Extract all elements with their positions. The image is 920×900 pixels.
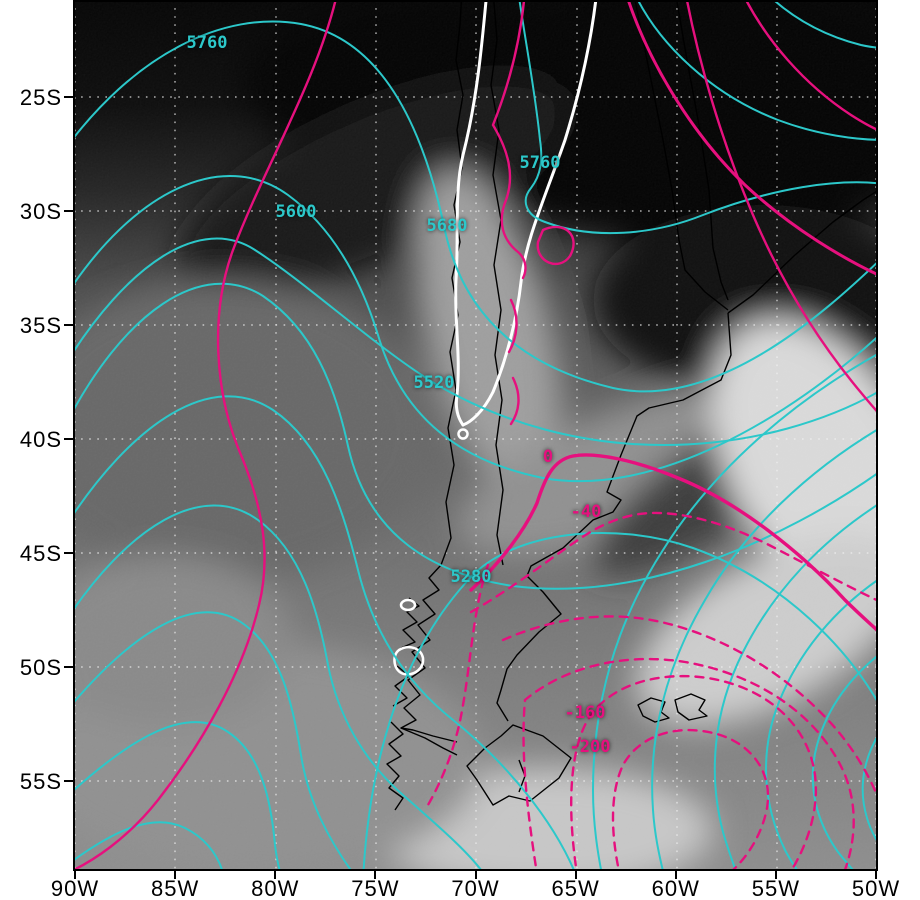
- x-axis-label: 80W: [251, 876, 300, 900]
- x-tick: [174, 870, 177, 879]
- x-axis-label: 50W: [851, 876, 901, 900]
- y-axis-label: 35S: [19, 313, 62, 338]
- x-axis-label: 70W: [451, 876, 500, 900]
- y-tick: [64, 324, 73, 326]
- x-axis-label: 90W: [50, 876, 100, 900]
- x-tick: [574, 870, 577, 879]
- y-tick: [64, 552, 73, 554]
- x-axis-label: 85W: [151, 876, 200, 900]
- y-axis-label: 45S: [19, 541, 62, 566]
- x-axis-label: 55W: [751, 876, 800, 900]
- satellite-background: [73, 0, 878, 871]
- y-axis-label: 55S: [19, 769, 62, 794]
- anomaly-contours-solid: [73, 0, 878, 871]
- x-axis-label: 65W: [551, 876, 600, 900]
- y-axis-label: 25S: [19, 85, 62, 110]
- x-tick: [674, 870, 677, 879]
- x-tick: [474, 870, 477, 879]
- x-tick: [774, 870, 777, 879]
- x-tick: [374, 870, 377, 879]
- map-graphic: [73, 0, 878, 871]
- x-axis-label: 60W: [651, 876, 700, 900]
- x-tick: [74, 870, 76, 879]
- y-axis-label: 30S: [19, 199, 62, 224]
- y-axis-label: 50S: [19, 655, 62, 680]
- y-tick: [64, 438, 73, 440]
- x-tick: [875, 870, 877, 879]
- x-axis-label: 75W: [351, 876, 400, 900]
- y-axis-label: 40S: [19, 427, 62, 452]
- x-tick: [274, 870, 277, 879]
- y-tick: [64, 96, 73, 98]
- y-tick: [64, 210, 73, 212]
- anomaly-contours-dashed: [426, 511, 878, 871]
- height-contours: [73, 0, 878, 871]
- y-tick: [64, 780, 73, 782]
- y-tick: [64, 666, 73, 668]
